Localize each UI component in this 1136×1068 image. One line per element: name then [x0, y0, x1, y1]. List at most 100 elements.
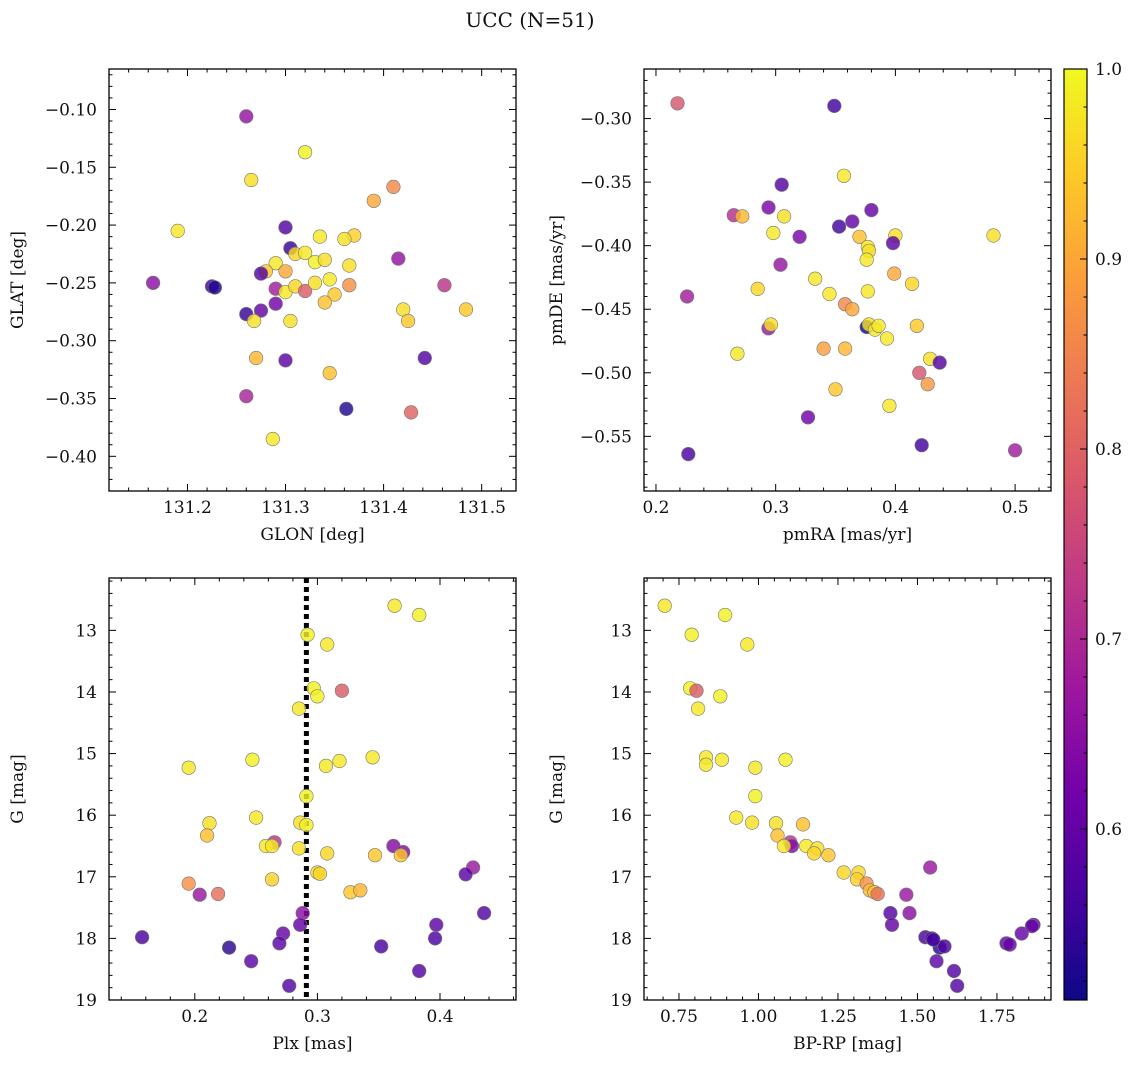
y-tick-label: −0.45	[580, 300, 632, 320]
x-axis-label: GLON [deg]	[260, 525, 364, 545]
y-tick-label: −0.25	[45, 274, 97, 294]
data-point	[946, 963, 962, 979]
data-point	[681, 447, 696, 462]
data-point	[264, 838, 280, 854]
data-point	[249, 810, 264, 825]
y-tick-label: 19	[610, 991, 632, 1011]
data-point	[317, 252, 332, 267]
x-tick-label: 0.5	[1002, 498, 1029, 518]
data-point	[912, 365, 927, 380]
data-point	[773, 257, 788, 272]
colorbar-tick-label: 0.6	[1095, 820, 1122, 840]
data-point	[698, 757, 714, 772]
y-tick-label: −0.35	[580, 173, 632, 193]
data-point	[265, 431, 280, 447]
axes-frame	[643, 68, 1052, 492]
data-point	[458, 867, 473, 882]
data-point	[902, 905, 917, 921]
data-point	[929, 954, 944, 969]
x-tick-label: 0.2	[181, 1007, 208, 1027]
data-point	[748, 760, 763, 775]
y-tick-label: 18	[610, 929, 632, 949]
data-point	[689, 683, 704, 698]
data-point	[766, 225, 781, 241]
data-point	[428, 931, 443, 946]
data-point	[926, 932, 941, 947]
x-tick-label: 1.50	[899, 1007, 937, 1027]
ticks	[108, 69, 516, 492]
y-tick-label: −0.55	[580, 427, 632, 447]
data-point	[342, 278, 357, 293]
data-point	[393, 848, 408, 863]
data-point	[822, 286, 837, 302]
colorbar-tick-label: 0.8	[1095, 440, 1122, 460]
data-point	[690, 701, 706, 716]
data-point	[1007, 443, 1023, 458]
data-point	[1024, 918, 1039, 934]
data-point	[367, 848, 383, 863]
data-point	[860, 284, 875, 299]
data-point	[800, 410, 816, 425]
x-axis-label: Plx [mas]	[272, 1034, 352, 1054]
points-bprp-g	[657, 598, 1041, 993]
y-tick-label: −0.20	[45, 216, 97, 236]
data-point	[714, 752, 730, 767]
y-tick-label: 14	[75, 683, 97, 703]
y-tick-label: −0.40	[580, 237, 632, 257]
data-point	[170, 223, 185, 238]
data-point	[268, 256, 283, 271]
x-axis-label: BP-RP [mag]	[793, 1034, 902, 1054]
data-point	[792, 229, 807, 244]
data-point	[882, 398, 897, 413]
data-point	[828, 382, 843, 397]
panel-plx-g: 0.2 0.3 0.4 13 14 15 16 17 18 19 Plx [mas] G [mag]	[8, 577, 517, 1054]
panel-glon-glat: 131.2 131.3 131.4 131.5 −0.10 −0.15 −0.20 −0.25…	[8, 68, 517, 545]
x-tick-label: 1.25	[819, 1007, 857, 1027]
y-tick-label: −0.30	[580, 110, 632, 130]
data-point	[852, 229, 867, 244]
y-axis-label: G [mag]	[8, 754, 28, 823]
data-point	[202, 816, 217, 831]
data-point	[684, 627, 699, 642]
data-point	[744, 815, 760, 830]
x-tick-label: 0.2	[642, 498, 669, 518]
x-tick-label: 0.4	[882, 498, 909, 518]
data-point	[200, 828, 215, 843]
data-point	[932, 355, 947, 370]
data-point	[437, 278, 452, 293]
data-point	[299, 817, 314, 833]
data-point	[332, 753, 347, 769]
data-point	[670, 96, 685, 111]
data-point	[307, 275, 323, 291]
data-point	[298, 283, 313, 299]
points-pmra-pmde	[670, 96, 1023, 462]
data-point	[845, 214, 860, 229]
data-point	[821, 848, 836, 863]
data-point	[247, 313, 262, 329]
axes-frame	[108, 577, 517, 1001]
colorbar-tick-label: 1.0	[1095, 60, 1122, 80]
data-point	[146, 275, 161, 291]
data-point	[320, 846, 335, 861]
data-point	[837, 341, 853, 356]
data-point	[1014, 926, 1029, 941]
x-tick-label: 131.3	[261, 498, 310, 518]
x-tick-label: 131.4	[359, 498, 408, 518]
data-point	[366, 193, 381, 208]
data-point	[950, 978, 965, 993]
axes-frame	[108, 68, 517, 492]
data-point	[899, 887, 914, 902]
x-tick-label: 131.2	[163, 498, 212, 518]
figure-title: UCC (N=51)	[465, 8, 594, 32]
data-point	[312, 866, 328, 881]
data-point	[401, 313, 416, 329]
data-point	[986, 228, 1001, 243]
data-point	[211, 886, 226, 902]
data-point	[774, 177, 789, 192]
data-point	[808, 271, 823, 286]
y-tick-label: 15	[75, 745, 97, 765]
data-point	[713, 689, 728, 704]
data-point	[386, 179, 401, 194]
data-point	[778, 752, 793, 767]
